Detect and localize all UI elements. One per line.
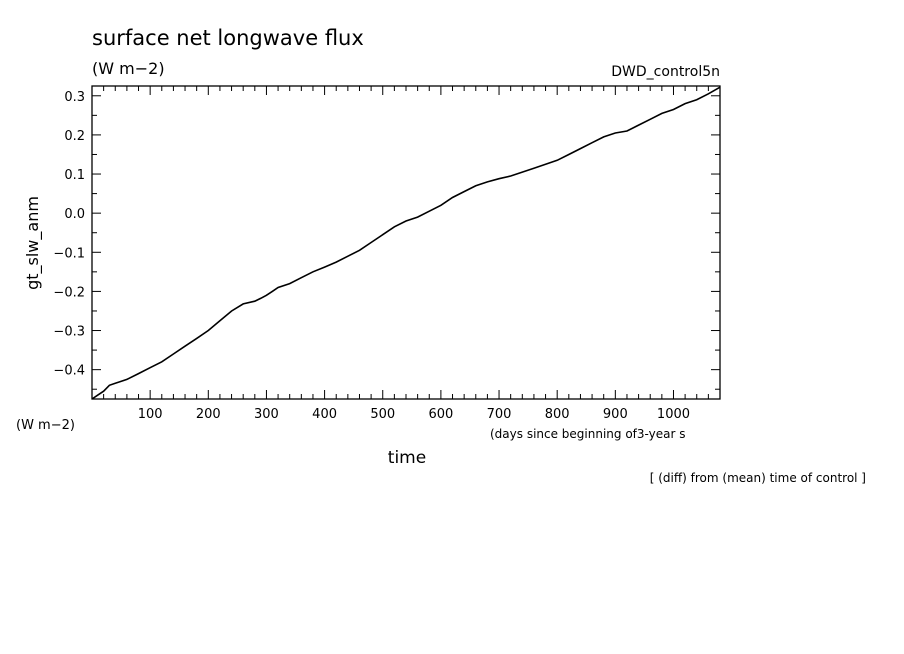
x-tick-label: 300 [254,407,279,422]
x-axis-unit: (days since beginning of3-year s [490,427,686,441]
x-tick-label: 500 [370,407,395,422]
y-ticks [92,95,720,390]
chart-title: surface net longwave flux [92,26,364,50]
y-tick-label: −0.1 [53,246,85,261]
y-tick-labels: −0.4 −0.3 −0.2 −0.1 0.0 0.1 0.2 0.3 [53,90,85,379]
y-tick-label: −0.3 [53,325,85,340]
footnote: [ (diff) from (mean) time of control ] [650,471,866,485]
series-line [91,86,721,400]
x-tick-label: 900 [603,407,628,422]
chart-subtitle: (W m−2) [92,59,165,78]
x-tick-labels: 100 200 300 400 500 600 700 800 900 1000 [138,407,690,422]
x-tick-label: 200 [196,407,221,422]
y-tick-label: 0.1 [64,168,85,183]
y-tick-label: 0.2 [64,129,85,144]
x-axis-label: time [388,448,426,468]
x-ticks [103,86,709,399]
x-tick-label: 700 [487,407,512,422]
y-tick-label: −0.2 [53,285,85,300]
y-tick-label: 0.0 [64,207,85,222]
x-tick-label: 400 [312,407,337,422]
run-label: DWD_control5n [611,64,720,80]
y-tick-label: 0.3 [64,90,85,105]
plot-frame [91,85,721,400]
x-tick-label: 1000 [657,407,690,422]
x-tick-label: 800 [545,407,570,422]
x-tick-label: 100 [138,407,163,422]
y-axis-label: gt_slw_anm [23,196,43,290]
x-tick-label: 600 [428,407,453,422]
y-axis-unit: (W m−2) [16,418,75,433]
y-tick-label: −0.4 [53,364,85,379]
